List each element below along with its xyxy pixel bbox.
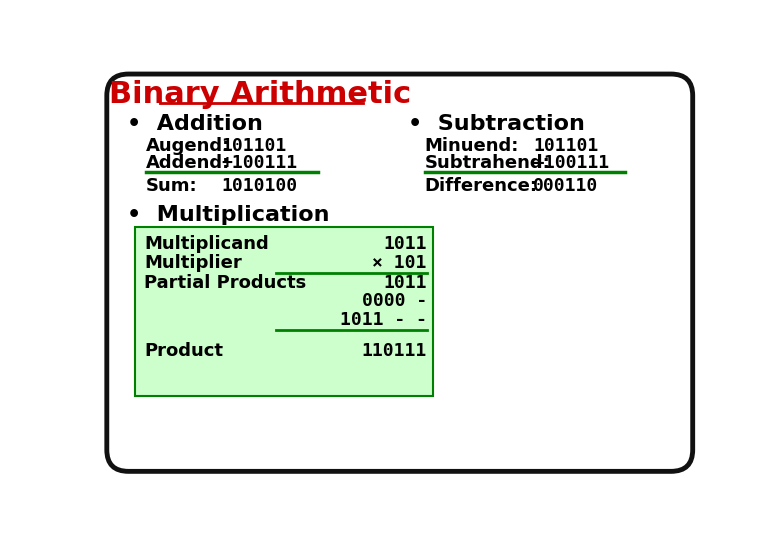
FancyBboxPatch shape (135, 226, 433, 396)
Text: Addend:: Addend: (146, 153, 230, 172)
Text: Augend:: Augend: (146, 137, 230, 154)
Text: –100111: –100111 (533, 153, 609, 172)
Text: •  Multiplication: • Multiplication (127, 205, 329, 225)
Text: Binary Arithmetic: Binary Arithmetic (109, 79, 411, 109)
Text: 110111: 110111 (362, 342, 427, 360)
Text: × 101: × 101 (373, 254, 427, 273)
Text: Sum:: Sum: (146, 178, 197, 195)
Text: Minuend:: Minuend: (424, 137, 519, 154)
Text: Partial Products: Partial Products (144, 274, 307, 292)
Text: 000110: 000110 (533, 178, 598, 195)
Text: 101101: 101101 (533, 137, 598, 154)
Text: •  Subtraction: • Subtraction (407, 114, 584, 134)
Text: 0000 -: 0000 - (362, 292, 427, 310)
Text: 1011 - -: 1011 - - (340, 312, 427, 329)
FancyBboxPatch shape (107, 74, 693, 471)
Text: Multiplier: Multiplier (144, 254, 242, 273)
Text: 101101: 101101 (222, 137, 287, 154)
Text: Difference:: Difference: (424, 178, 537, 195)
Text: •  Addition: • Addition (127, 114, 263, 134)
Text: 1011: 1011 (384, 274, 427, 292)
Text: +100111: +100111 (222, 153, 298, 172)
Text: 1011: 1011 (384, 235, 427, 253)
Text: Product: Product (144, 342, 223, 360)
Text: Subtrahend:: Subtrahend: (424, 153, 551, 172)
Text: 1010100: 1010100 (222, 178, 298, 195)
Text: Multiplicand: Multiplicand (144, 235, 269, 253)
